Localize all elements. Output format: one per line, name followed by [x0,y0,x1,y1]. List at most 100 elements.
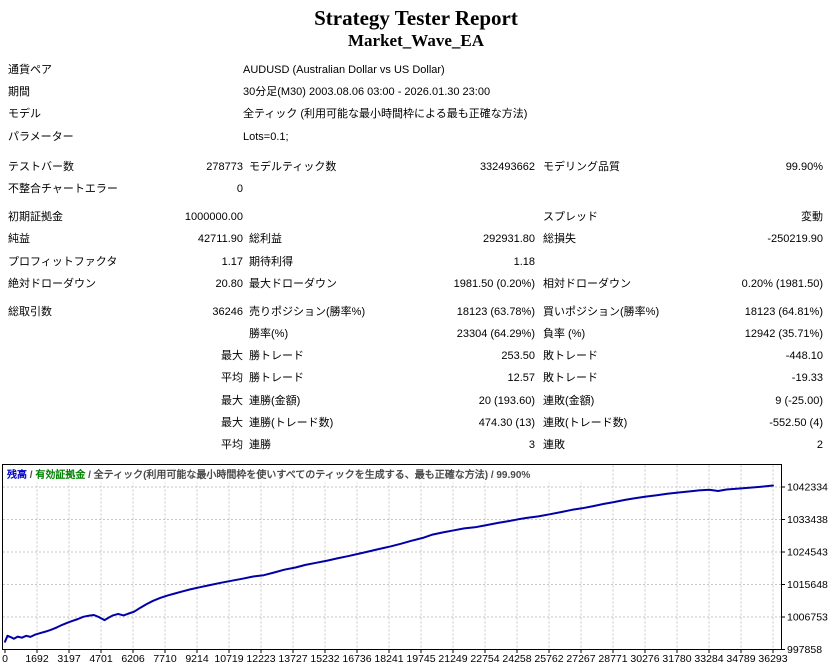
stat-value [398,206,535,228]
stat-label: テストバー数 [8,160,74,173]
stat-value: -250219.90 [767,233,823,246]
x-axis-label: 16736 [342,653,371,665]
stat-label [243,206,398,228]
stat-label: 敗トレード [543,372,598,385]
x-axis-label: 3197 [57,653,81,665]
stat-value: 99.90% [785,160,823,173]
stat-label [535,251,685,273]
stat-value: 0.20% (1981.50) [741,277,823,290]
x-axis-label: 25762 [534,653,563,665]
stat-value [685,178,823,200]
stat-label: 連敗(トレード数) [543,416,628,429]
stat-label: 連勝(トレード数) [249,416,334,429]
stat-label: 最大ドローダウン [249,277,337,290]
stat-label [535,178,685,200]
stat-value: 292931.80 [483,233,535,246]
stat-value: 12942 (35.71%) [744,328,823,341]
info-table: 通貨ペア AUDUSD (Australian Dollar vs US Doll… [0,59,832,148]
y-axis-label: 1024543 [787,547,828,559]
x-axis-label: 6206 [121,653,145,665]
y-axis-label: 1006753 [787,612,828,624]
x-axis-label: 10719 [214,653,243,665]
stat-value: 3 [528,439,535,451]
x-axis-label: 28771 [598,653,627,665]
stat-value: 332493662 [479,160,535,173]
stat-value: 42711.90 [197,233,243,246]
balance-chart: 残高 / 有効証拠金 / 全ティック(利用可能な最小時間枠を使いすべてのティック… [2,464,828,665]
x-axis-label: 12223 [246,653,275,665]
x-axis-label: 1692 [25,653,49,665]
stat-value: 474.30 (13) [478,416,535,429]
stat-value: 1981.50 (0.20%) [453,277,535,290]
info-row: 通貨ペア AUDUSD (Australian Dollar vs US Doll… [8,59,823,81]
balance-line [4,484,774,643]
y-axis-label: 1015648 [787,579,828,591]
stat-label: モデリング品質 [543,160,620,173]
stat-label: 勝トレード [249,350,304,363]
stat-label: 純益 [8,233,30,246]
stat-row: 勝率(%) 23304 (64.29%) 負率 (%) 12942 (35.71%) [8,323,823,345]
stat-value: 20 (193.60) [478,394,535,407]
stat-value: 最大 [221,350,243,363]
stat-label: 相対ドローダウン [543,277,631,290]
y-axis-label: 997858 [787,644,822,656]
stat-value: 20.80 [215,277,243,290]
info-value: 全ティック (利用可能な最小時間枠による最も正確な方法) [243,108,528,121]
stat-label: 期待利得 [249,255,293,268]
stat-label: 連勝 [249,439,271,451]
stat-value: -448.10 [785,350,823,363]
x-axis-label: 22754 [470,653,499,665]
stat-label [8,345,158,367]
info-value: Lots=0.1; [243,130,289,143]
stat-label: 連勝(金額) [249,394,301,407]
info-value: 30分足(M30) 2003.08.06 03:00 - 2026.01.30 … [243,86,491,99]
stat-label: 連敗 [543,439,565,451]
stat-value: 18123 (63.78%) [456,305,535,318]
x-axis-label: 18241 [374,653,403,665]
stat-value: 1000000.00 [184,211,243,224]
stat-row: 平均 勝トレード 12.57 敗トレード -19.33 [8,367,823,389]
x-axis-label: 19745 [406,653,435,665]
stat-value: -552.50 (4) [769,416,823,429]
stat-label: 勝トレード [249,372,304,385]
info-label: 通貨ペア [8,64,52,76]
y-axis-label: 1033438 [787,514,828,526]
stat-label: 絶対ドローダウン [8,277,96,290]
info-label: パラメーター [8,130,74,143]
stat-label: 敗トレード [543,350,598,363]
info-value: AUDUSD (Australian Dollar vs US Dollar) [243,64,445,76]
stat-label: 不整合チャートエラー [8,182,118,195]
stat-row: 純益 42711.90 総利益 292931.80 総損失 -250219.90 [8,228,823,250]
expert-name: Market_Wave_EA [348,31,484,50]
stat-value: 1.18 [513,255,535,268]
stat-value: 0 [236,182,243,195]
x-axis-label: 30276 [630,653,659,665]
stat-label [8,323,158,345]
info-label: モデル [8,108,41,121]
x-axis-label: 0 [2,653,8,665]
stat-label: モデルティック数 [249,160,337,173]
info-row: 期間 30分足(M30) 2003.08.06 03:00 - 2026.01.3… [8,81,823,103]
stat-row: 総取引数 36246 売りポジション(勝率%) 18123 (63.78%) 買いポジシ… [8,301,823,323]
info-row: パラメーター Lots=0.1; [8,126,823,148]
stat-value: 18123 (64.81%) [744,305,823,318]
stat-label: スプレッド [543,211,598,224]
stat-value: 2 [816,439,823,451]
stat-value [398,178,535,200]
chart-legend: 残高 / 有効証拠金 / 全ティック(利用可能な最小時間枠を使いすべてのティック… [7,468,530,481]
stat-label [8,390,158,412]
stat-value: 最大 [221,416,243,429]
stat-label: 買いポジション(勝率%) [543,305,660,318]
stat-value: 36246 [212,305,243,318]
stat-value: 変動 [801,211,823,224]
stat-value: 最大 [221,394,243,407]
stat-value: 9 (-25.00) [775,394,823,407]
stat-label: 初期証拠金 [8,211,63,224]
stat-value [685,251,823,273]
x-axis-label: 21249 [438,653,467,665]
x-axis-label: 13727 [278,653,307,665]
stat-label: 連敗(金額) [543,394,595,407]
stat-label: 総損失 [543,233,576,246]
stat-label [243,178,398,200]
stat-value: 平均 [221,372,243,385]
